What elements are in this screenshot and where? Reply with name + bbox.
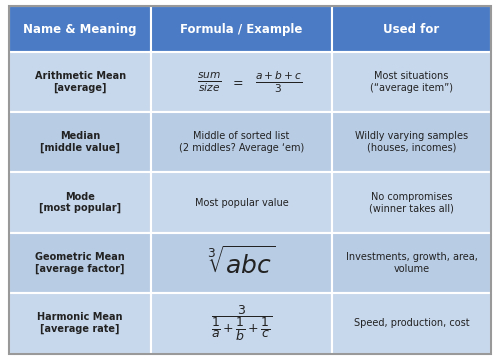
Text: Most situations
(“average item”): Most situations (“average item”): [370, 71, 453, 93]
FancyBboxPatch shape: [9, 6, 151, 51]
Text: $\frac{\mathit{a+b+c}}{3}$: $\frac{\mathit{a+b+c}}{3}$: [256, 69, 303, 95]
Text: $=$: $=$: [230, 75, 243, 88]
FancyBboxPatch shape: [332, 6, 491, 51]
FancyBboxPatch shape: [151, 233, 332, 293]
FancyBboxPatch shape: [332, 172, 491, 233]
Text: Mode
[most popular]: Mode [most popular]: [39, 192, 121, 213]
FancyBboxPatch shape: [332, 293, 491, 354]
Text: Median
[middle value]: Median [middle value]: [40, 131, 120, 153]
Text: Wildly varying samples
(houses, incomes): Wildly varying samples (houses, incomes): [355, 131, 468, 153]
Text: Used for: Used for: [384, 23, 440, 36]
FancyBboxPatch shape: [151, 293, 332, 354]
Text: $\sqrt[3]{\mathit{abc}}$: $\sqrt[3]{\mathit{abc}}$: [208, 247, 276, 279]
FancyBboxPatch shape: [9, 293, 151, 354]
FancyBboxPatch shape: [151, 6, 332, 51]
FancyBboxPatch shape: [332, 233, 491, 293]
FancyBboxPatch shape: [332, 112, 491, 172]
Text: Geometric Mean
[average factor]: Geometric Mean [average factor]: [35, 252, 125, 274]
FancyBboxPatch shape: [332, 51, 491, 112]
Text: $\frac{\mathit{sum}}{\mathit{size}}$: $\frac{\mathit{sum}}{\mathit{size}}$: [196, 70, 222, 94]
Text: Speed, production, cost: Speed, production, cost: [354, 318, 470, 328]
Text: Formula / Example: Formula / Example: [180, 23, 303, 36]
FancyBboxPatch shape: [151, 51, 332, 112]
Text: $\dfrac{3}{\dfrac{1}{\mathit{a}}+\dfrac{1}{\mathit{b}}+\dfrac{1}{\mathit{c}}}$: $\dfrac{3}{\dfrac{1}{\mathit{a}}+\dfrac{…: [211, 303, 272, 343]
FancyBboxPatch shape: [9, 172, 151, 233]
FancyBboxPatch shape: [9, 51, 151, 112]
FancyBboxPatch shape: [151, 112, 332, 172]
Text: Harmonic Mean
[average rate]: Harmonic Mean [average rate]: [38, 312, 123, 334]
Text: Name & Meaning: Name & Meaning: [24, 23, 137, 36]
Text: Arithmetic Mean
[average]: Arithmetic Mean [average]: [34, 71, 126, 93]
Text: No compromises
(winner takes all): No compromises (winner takes all): [369, 192, 454, 213]
Text: Investments, growth, area,
volume: Investments, growth, area, volume: [346, 252, 478, 274]
Text: Middle of sorted list
(2 middles? Average ‘em): Middle of sorted list (2 middles? Averag…: [179, 131, 304, 153]
Text: Most popular value: Most popular value: [194, 198, 288, 208]
FancyBboxPatch shape: [151, 172, 332, 233]
FancyBboxPatch shape: [9, 112, 151, 172]
FancyBboxPatch shape: [9, 233, 151, 293]
